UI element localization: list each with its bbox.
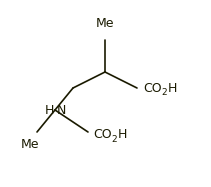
Text: CO: CO <box>143 82 162 94</box>
Text: Me: Me <box>21 138 39 151</box>
Text: 2: 2 <box>161 88 167 96</box>
Text: 2: 2 <box>111 134 117 143</box>
Text: H: H <box>168 82 177 94</box>
Text: H: H <box>118 128 127 142</box>
Text: N: N <box>57 103 66 117</box>
Text: CO: CO <box>93 128 112 142</box>
Text: H: H <box>45 103 54 117</box>
Text: Me: Me <box>96 17 114 30</box>
